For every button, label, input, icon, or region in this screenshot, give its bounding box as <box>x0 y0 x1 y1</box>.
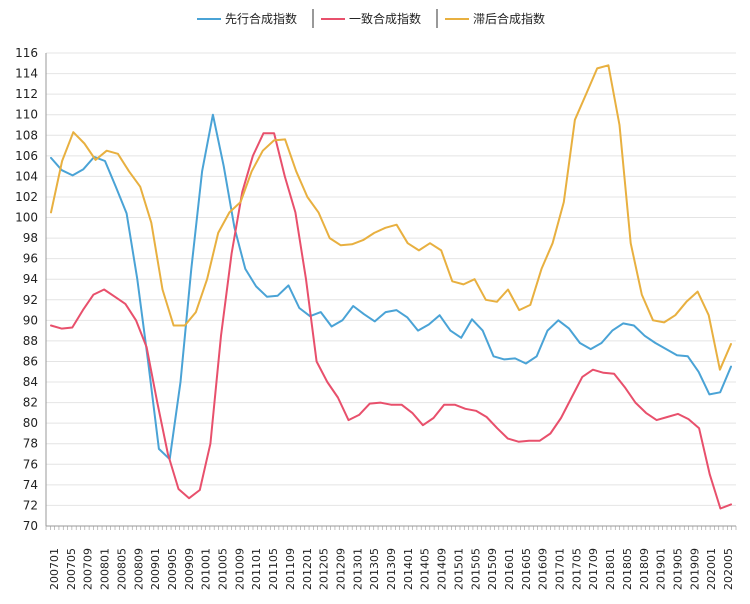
x-tick-label: 201809 <box>638 548 651 590</box>
x-tick-label: 201001 <box>200 548 213 590</box>
grid-lines <box>46 52 736 527</box>
y-tick-label: 82 <box>23 396 38 410</box>
x-tick-label: 200801 <box>99 548 112 590</box>
y-tick-label: 90 <box>23 313 38 327</box>
x-tick-label: 202001 <box>705 548 718 590</box>
x-tick-label: 201701 <box>554 548 567 590</box>
x-tick-label: 201909 <box>688 548 701 590</box>
y-tick-label: 80 <box>23 416 38 430</box>
legend: 先行合成指数 一致合成指数 滞后合成指数 <box>197 9 545 28</box>
x-tick-label: 200909 <box>183 548 196 590</box>
y-tick-label: 106 <box>15 149 38 163</box>
x-tick-label: 201509 <box>486 548 499 590</box>
x-tick-label: 200805 <box>115 548 128 590</box>
y-tick-label: 70 <box>23 519 38 533</box>
y-tick-label: 84 <box>23 375 38 389</box>
y-tick-label: 76 <box>23 457 38 471</box>
y-tick-label: 94 <box>23 272 38 286</box>
x-tick-label: 201605 <box>520 548 533 590</box>
x-tick-label: 201501 <box>452 548 465 590</box>
x-tick-label: 201009 <box>233 548 246 590</box>
legend-label: 一致合成指数 <box>349 11 421 26</box>
y-tick-label: 116 <box>15 46 38 60</box>
series-group <box>50 64 732 510</box>
x-tick-label: 201801 <box>604 548 617 590</box>
y-tick-label: 104 <box>15 169 38 183</box>
x-tick-label: 201901 <box>655 548 668 590</box>
x-tick-label: 200901 <box>149 548 162 590</box>
series-line-2 <box>50 132 732 510</box>
x-axis: 200701 200705 200709 200801 200805 200809 2009… <box>45 525 737 590</box>
x-tick-label: 201409 <box>436 548 449 590</box>
x-tick-label: 201005 <box>217 548 230 590</box>
x-tick-label: 201309 <box>385 548 398 590</box>
x-tick-label: 201301 <box>351 548 364 590</box>
x-tick-label: 201805 <box>621 548 634 590</box>
y-tick-label: 108 <box>15 128 38 142</box>
x-tick-label: 200705 <box>65 548 78 590</box>
x-tick-label: 201705 <box>570 548 583 590</box>
x-tick-label: 201109 <box>284 548 297 590</box>
x-tick-label: 201401 <box>402 548 415 590</box>
x-tick-label: 201601 <box>503 548 516 590</box>
x-tick-label: 202005 <box>722 548 735 590</box>
x-tick-label: 201609 <box>537 548 550 590</box>
y-tick-label: 102 <box>15 190 38 204</box>
y-tick-label: 72 <box>23 498 38 512</box>
x-tick-label: 201709 <box>587 548 600 590</box>
y-axis: 70 72 74 76 78 80 82 84 86 88 90 92 94 96 98 100 102 104 1… <box>15 46 47 533</box>
y-tick-label: 92 <box>23 293 38 307</box>
x-tick-label: 201405 <box>419 548 432 590</box>
x-tick-label: 201209 <box>334 548 347 590</box>
legend-label: 先行合成指数 <box>225 11 297 26</box>
y-tick-label: 100 <box>15 211 38 225</box>
y-tick-label: 78 <box>23 437 38 451</box>
y-tick-label: 114 <box>15 67 38 81</box>
x-tick-label: 201101 <box>250 548 263 590</box>
y-tick-label: 112 <box>15 87 38 101</box>
y-tick-label: 86 <box>23 354 38 368</box>
y-tick-label: 96 <box>23 252 38 266</box>
y-tick-label: 98 <box>23 231 38 245</box>
x-tick-label: 200701 <box>48 548 61 590</box>
x-tick-label: 200709 <box>82 548 95 590</box>
y-tick-label: 74 <box>23 478 38 492</box>
legend-label: 滞后合成指数 <box>473 11 545 26</box>
x-tick-label: 201305 <box>368 548 381 590</box>
y-tick-label: 110 <box>15 108 38 122</box>
x-tick-label: 201205 <box>318 548 331 590</box>
x-tick-label: 200809 <box>132 548 145 590</box>
x-tick-label: 201105 <box>267 548 280 590</box>
y-tick-label: 88 <box>23 334 38 348</box>
x-tick-label: 201905 <box>671 548 684 590</box>
series-line-3 <box>50 64 732 371</box>
series-line-1 <box>50 113 732 461</box>
x-tick-label: 200905 <box>166 548 179 590</box>
x-tick-label: 201201 <box>301 548 314 590</box>
x-tick-label: 201505 <box>469 548 482 590</box>
